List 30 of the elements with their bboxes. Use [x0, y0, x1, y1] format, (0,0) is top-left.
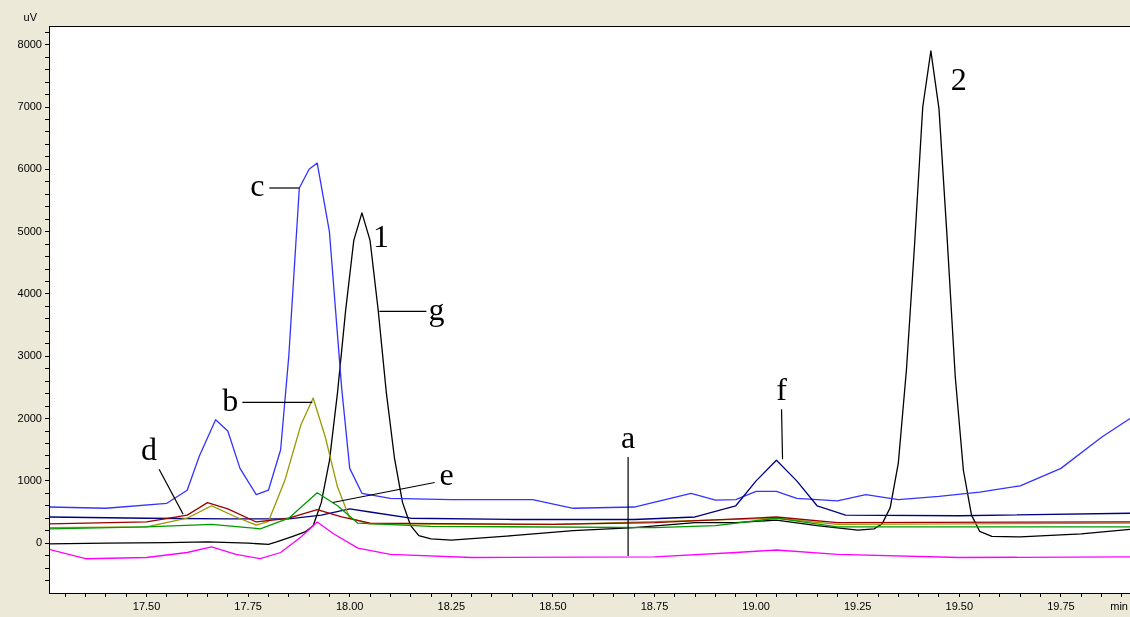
- x-tick-label: 19.75: [1047, 599, 1075, 612]
- annotation: d: [141, 430, 158, 467]
- x-tick-label: 18.50: [539, 599, 567, 612]
- annotation: g: [428, 290, 445, 327]
- annotation: a: [621, 418, 636, 455]
- annotation: b: [222, 381, 239, 418]
- y-tick-label: 0: [35, 536, 42, 549]
- y-tick-label: 6000: [17, 162, 42, 175]
- x-tick-label: 19.00: [742, 599, 770, 612]
- x-tick-label: 19.25: [843, 599, 872, 612]
- y-tick-label: 8000: [17, 37, 42, 50]
- annotation: f: [776, 370, 788, 407]
- annotation: 2: [950, 61, 967, 98]
- x-tick-label: 18.25: [437, 599, 466, 612]
- x-tick-label: 18.00: [335, 599, 364, 612]
- annotation: c: [250, 167, 265, 204]
- annotation: 1: [372, 218, 389, 255]
- x-tick-label: 19.50: [945, 599, 974, 612]
- y-tick-label: 7000: [17, 100, 42, 113]
- x-tick-label: 18.75: [640, 599, 669, 612]
- x-axis-title: min: [1110, 600, 1128, 613]
- x-tick-label: 17.50: [132, 599, 161, 612]
- y-tick-label: 1000: [17, 473, 42, 486]
- annotation: e: [439, 455, 454, 492]
- x-tick-label: 17.75: [234, 599, 262, 612]
- y-axis-title: uV: [23, 10, 38, 23]
- y-tick-label: 4000: [17, 286, 42, 299]
- y-tick-label: 3000: [17, 349, 42, 362]
- y-tick-label: 2000: [17, 411, 42, 424]
- y-tick-label: 5000: [17, 224, 42, 237]
